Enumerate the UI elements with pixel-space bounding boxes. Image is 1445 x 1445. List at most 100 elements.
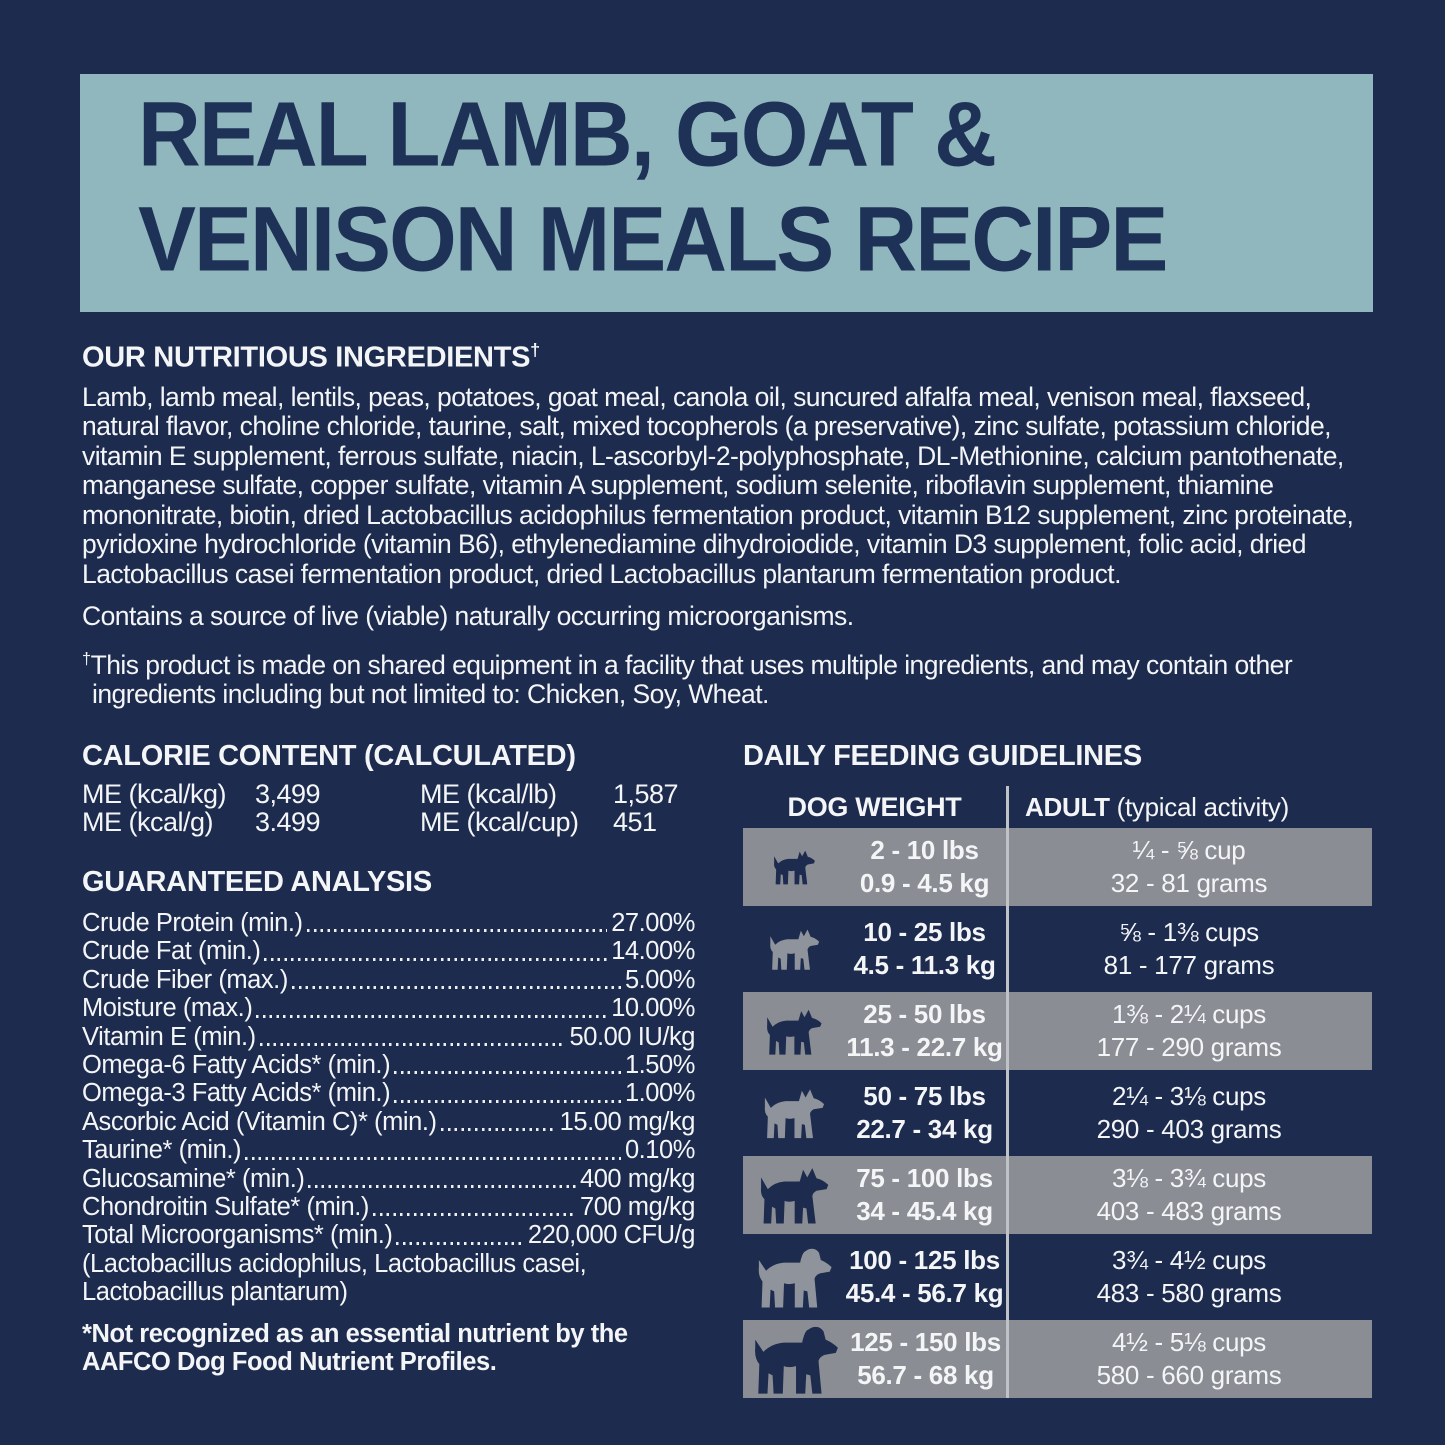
amount-grams: 403 - 483 grams xyxy=(1096,1196,1282,1226)
nutrient-label: Crude Protein (min.) xyxy=(82,909,303,937)
calorie-value: 3.499 xyxy=(255,806,321,837)
weight-range: 50 - 75 lbs 22.7 - 34 kg xyxy=(843,1080,1006,1146)
weight-lbs: 2 - 10 lbs xyxy=(870,835,979,865)
nutrient-label: Crude Fat (min.) xyxy=(82,937,261,966)
amount-cups: 3¾ - 4½ cups xyxy=(1112,1245,1266,1275)
nutrient-label: Ascorbic Acid (Vitamin C)* (min.) xyxy=(82,1107,437,1136)
feeding-heading: DAILY FEEDING GUIDELINES xyxy=(743,740,1142,772)
weight-kg: 4.5 - 11.3 kg xyxy=(853,950,996,980)
calorie-value: 451 xyxy=(613,806,657,837)
amount-grams: 483 - 580 grams xyxy=(1096,1278,1282,1308)
amount-grams: 177 - 290 grams xyxy=(1096,1032,1282,1062)
dot-leader xyxy=(264,957,608,961)
analysis-row: Ascorbic Acid (Vitamin C)* (min.) 15.00 … xyxy=(82,1108,695,1136)
amount-cups: 2¼ - 3⅛ cups xyxy=(1112,1081,1266,1111)
analysis-heading: GUARANTEED ANALYSIS xyxy=(82,866,432,898)
weight-kg: 34 - 45.4 kg xyxy=(856,1196,993,1226)
microorganisms-note: Contains a source of live (viable) natur… xyxy=(82,601,854,632)
nutrient-value: 400 mg/kg xyxy=(579,1164,695,1193)
calorie-content-section: CALORIE CONTENT (CALCULATED) ME (kcal/kg… xyxy=(82,740,707,836)
feeding-amount-cell: 1⅜ - 2¼ cups 177 - 290 grams xyxy=(1006,992,1372,1070)
page-title: REAL LAMB, GOAT & VENISON MEALS RECIPE xyxy=(138,82,1168,292)
dog-weight-cell: 100 - 125 lbs 45.4 - 56.7 kg xyxy=(743,1238,1006,1316)
dot-leader xyxy=(440,1128,556,1132)
calorie-label: ME (kcal/lb) xyxy=(420,779,557,809)
feeding-rows: 2 - 10 lbs 0.9 - 4.5 kg ¼ - ⅝ cup 32 - 8… xyxy=(743,828,1372,1398)
feeding-row: 125 - 150 lbs 56.7 - 68 kg 4½ - 5⅛ cups … xyxy=(743,1320,1372,1398)
weight-lbs: 10 - 25 lbs xyxy=(863,917,986,947)
nutrient-value: 14.00% xyxy=(611,937,695,966)
calorie-heading: CALORIE CONTENT (CALCULATED) xyxy=(82,740,576,772)
amount-grams: 290 - 403 grams xyxy=(1096,1114,1282,1144)
labrador-icon xyxy=(758,1248,832,1308)
newfoundland-icon xyxy=(755,1326,838,1394)
feeding-table: DOG WEIGHT ADULT (typical activity) 2 - … xyxy=(743,786,1372,1398)
dot-leader xyxy=(256,1014,608,1018)
analysis-row: Chondroitin Sulfate* (min.) 700 mg/kg xyxy=(82,1193,695,1221)
dot-leader xyxy=(396,1241,524,1245)
amount-cups: 4½ - 5⅛ cups xyxy=(1112,1327,1266,1357)
feeding-row: 100 - 125 lbs 45.4 - 56.7 kg 3¾ - 4½ cup… xyxy=(743,1238,1372,1316)
dog-weight-cell: 25 - 50 lbs 11.3 - 22.7 kg xyxy=(743,992,1006,1070)
analysis-row: Crude Fiber (max.) 5.00% xyxy=(82,966,695,994)
dot-leader xyxy=(394,1071,621,1075)
analysis-row: Omega-3 Fatty Acids* (min.) 1.00% xyxy=(82,1079,695,1107)
ingredients-heading: OUR NUTRITIOUS INGREDIENTS† xyxy=(82,340,540,374)
nutrient-value: 220,000 CFU/g xyxy=(527,1221,696,1250)
analysis-row: Crude Protein (min.) 27.00% xyxy=(82,909,695,937)
dagger-mark: † xyxy=(530,340,540,360)
nutrient-label: Glucosamine* (min.) xyxy=(82,1164,305,1193)
ingredients-section: OUR NUTRITIOUS INGREDIENTS† Lamb, lamb m… xyxy=(82,334,1372,709)
calorie-value: 1,587 xyxy=(613,779,679,809)
french-bulldog-icon xyxy=(769,929,819,970)
adult-header: ADULT (typical activity) xyxy=(1025,791,1289,822)
nutrient-value: 5.00% xyxy=(624,965,696,994)
hero-banner: REAL LAMB, GOAT & VENISON MEALS RECIPE xyxy=(80,74,1373,312)
weight-lbs: 75 - 100 lbs xyxy=(856,1163,993,1193)
analysis-continuation: Lactobacillus plantarum) xyxy=(82,1278,348,1307)
analysis-row: Total Microorganisms* (min.) 220,000 CFU… xyxy=(82,1221,695,1249)
weight-lbs: 50 - 75 lbs xyxy=(863,1081,986,1111)
nutrient-label: Moisture (max.) xyxy=(82,994,253,1023)
weight-range: 75 - 100 lbs 34 - 45.4 kg xyxy=(843,1162,1006,1228)
weight-kg: 22.7 - 34 kg xyxy=(856,1114,993,1144)
feeding-row: 25 - 50 lbs 11.3 - 22.7 kg 1⅜ - 2¼ cups … xyxy=(743,992,1372,1070)
calorie-label: ME (kcal/g) xyxy=(82,806,214,837)
husky-icon xyxy=(767,1009,822,1055)
amount-grams: 32 - 81 grams xyxy=(1110,868,1268,898)
dagger-mark: † xyxy=(82,649,91,668)
amount-cups: ¼ - ⅝ cup xyxy=(1132,835,1246,865)
column-divider xyxy=(1006,786,1009,1398)
shared-equipment-note: †This product is made on shared equipmen… xyxy=(82,649,1293,709)
amount-grams: 81 - 177 grams xyxy=(1103,950,1275,980)
guaranteed-analysis-section: GUARANTEED ANALYSIS Crude Protein (min.)… xyxy=(82,866,695,1377)
nutrient-label: Taurine* (min.) xyxy=(82,1136,242,1165)
feeding-row: 2 - 10 lbs 0.9 - 4.5 kg ¼ - ⅝ cup 32 - 8… xyxy=(743,828,1372,906)
weight-range: 100 - 125 lbs 45.4 - 56.7 kg xyxy=(843,1244,1006,1310)
weight-kg: 56.7 - 68 kg xyxy=(857,1360,994,1390)
dog-weight-cell: 2 - 10 lbs 0.9 - 4.5 kg xyxy=(743,828,1006,906)
analysis-row: Vitamin E (min.) 50.00 IU/kg xyxy=(82,1023,695,1051)
amount-cups: ⅝ - 1⅜ cups xyxy=(1119,917,1259,947)
feeding-row: 75 - 100 lbs 34 - 45.4 kg 3⅛ - 3¾ cups 4… xyxy=(743,1156,1372,1234)
amount-grams: 580 - 660 grams xyxy=(1096,1360,1282,1390)
nutrient-label: Total Microorganisms* (min.) xyxy=(82,1221,393,1250)
weight-range: 125 - 150 lbs 56.7 - 68 kg xyxy=(845,1326,1006,1392)
weight-lbs: 25 - 50 lbs xyxy=(863,999,986,1029)
feeding-row: 10 - 25 lbs 4.5 - 11.3 kg ⅝ - 1⅜ cups 81… xyxy=(743,910,1372,988)
amount-cups: 1⅜ - 2¼ cups xyxy=(1112,999,1266,1029)
weight-range: 10 - 25 lbs 4.5 - 11.3 kg xyxy=(843,916,1006,982)
analysis-row: Moisture (max.) 10.00% xyxy=(82,994,695,1022)
dog-weight-cell: 10 - 25 lbs 4.5 - 11.3 kg xyxy=(743,910,1006,988)
feeding-row: 50 - 75 lbs 22.7 - 34 kg 2¼ - 3⅛ cups 29… xyxy=(743,1074,1372,1152)
analysis-continuation: (Lactobacillus acidophilus, Lactobacillu… xyxy=(82,1249,587,1278)
analysis-rows: Crude Protein (min.) 27.00% Crude Fat (m… xyxy=(82,909,695,1250)
calorie-value: 3,499 xyxy=(255,779,321,809)
feeding-amount-cell: 2¼ - 3⅛ cups 290 - 403 grams xyxy=(1006,1074,1372,1152)
nutrient-value: 1.00% xyxy=(624,1079,696,1108)
feeding-amount-cell: ⅝ - 1⅜ cups 81 - 177 grams xyxy=(1006,910,1372,988)
dot-leader xyxy=(308,1185,576,1189)
feeding-guidelines-section: DAILY FEEDING GUIDELINES DOG WEIGHT ADUL… xyxy=(743,740,1372,1398)
nutrient-value: 27.00% xyxy=(611,909,695,937)
weight-lbs: 125 - 150 lbs xyxy=(850,1327,1001,1357)
